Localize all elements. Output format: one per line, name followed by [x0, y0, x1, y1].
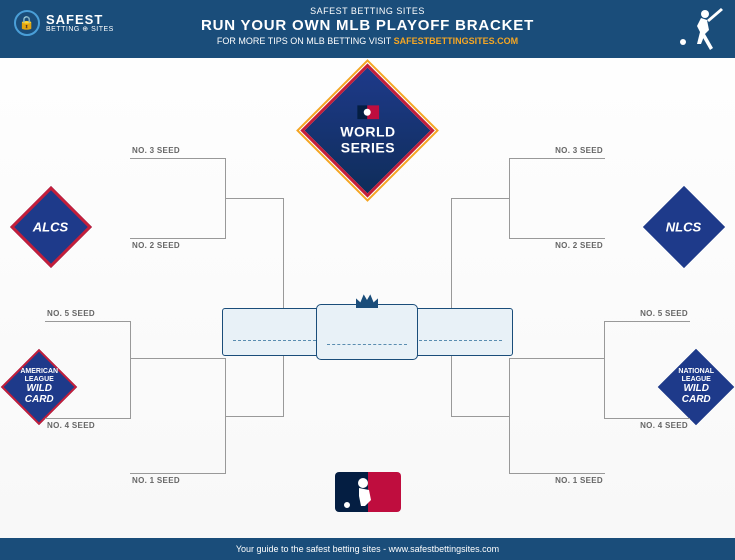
- lock-icon: 🔒: [14, 10, 40, 36]
- bracket-line: [225, 198, 283, 199]
- bracket-line: [130, 473, 225, 474]
- nlcs-badge: NLCS: [643, 186, 725, 268]
- world-series-badge: WORLD SERIES: [300, 63, 434, 197]
- bracket-line: [452, 198, 510, 199]
- bracket-line: [510, 158, 605, 159]
- bracket-line: [45, 321, 130, 322]
- bracket-line: [130, 158, 225, 159]
- bracket-line: [451, 198, 452, 308]
- header-subline: FOR MORE TIPS ON MLB BETTING VISIT SAFES…: [0, 36, 735, 46]
- nl-seed-4: NO. 4 SEED: [640, 421, 688, 430]
- bracket-line: [283, 356, 284, 417]
- nl-champion-box: [403, 308, 513, 356]
- bracket-line: [510, 473, 605, 474]
- mlb-logo: [335, 472, 401, 512]
- bracket-line: [604, 321, 605, 419]
- al-seed-3: NO. 3 SEED: [132, 146, 180, 155]
- al-seed-1: NO. 1 SEED: [132, 476, 180, 485]
- al-seed-2: NO. 2 SEED: [132, 241, 180, 250]
- header: 🔒 SAFEST BETTING ⊕ SITES SAFEST BETTING …: [0, 0, 735, 58]
- bracket-line: [130, 238, 225, 239]
- logo-line1: SAFEST: [46, 13, 114, 26]
- bracket-line: [283, 198, 284, 308]
- nl-seed-2: NO. 2 SEED: [555, 241, 603, 250]
- logo-line2: BETTING ⊕ SITES: [46, 26, 114, 33]
- footer: Your guide to the safest betting sites -…: [0, 538, 735, 560]
- site-logo: 🔒 SAFEST BETTING ⊕ SITES: [14, 10, 114, 36]
- bracket-line: [451, 356, 452, 417]
- nl-wildcard-badge: NATIONAL LEAGUEWILD CARD: [658, 349, 734, 425]
- crown-icon: [356, 292, 378, 308]
- al-seed-5: NO. 5 SEED: [47, 309, 95, 318]
- ws-champion-box: [316, 304, 418, 360]
- bracket-line: [510, 238, 605, 239]
- alcs-badge: ALCS: [10, 186, 92, 268]
- nl-seed-3: NO. 3 SEED: [555, 146, 603, 155]
- batter-icon: [675, 4, 725, 54]
- al-seed-4: NO. 4 SEED: [47, 421, 95, 430]
- bracket-line: [130, 358, 225, 359]
- bracket-line: [605, 321, 690, 322]
- nl-seed-5: NO. 5 SEED: [640, 309, 688, 318]
- bracket-line: [510, 358, 605, 359]
- bracket-line: [225, 416, 283, 417]
- bracket-line: [45, 418, 130, 419]
- nl-seed-1: NO. 1 SEED: [555, 476, 603, 485]
- bracket-line: [452, 416, 510, 417]
- bracket-area: WORLD SERIES ALCS NLCS AMERICAN LEAGUEWI…: [0, 58, 735, 538]
- al-wildcard-badge: AMERICAN LEAGUEWILD CARD: [1, 349, 77, 425]
- bracket-line: [605, 418, 690, 419]
- bracket-line: [130, 321, 131, 419]
